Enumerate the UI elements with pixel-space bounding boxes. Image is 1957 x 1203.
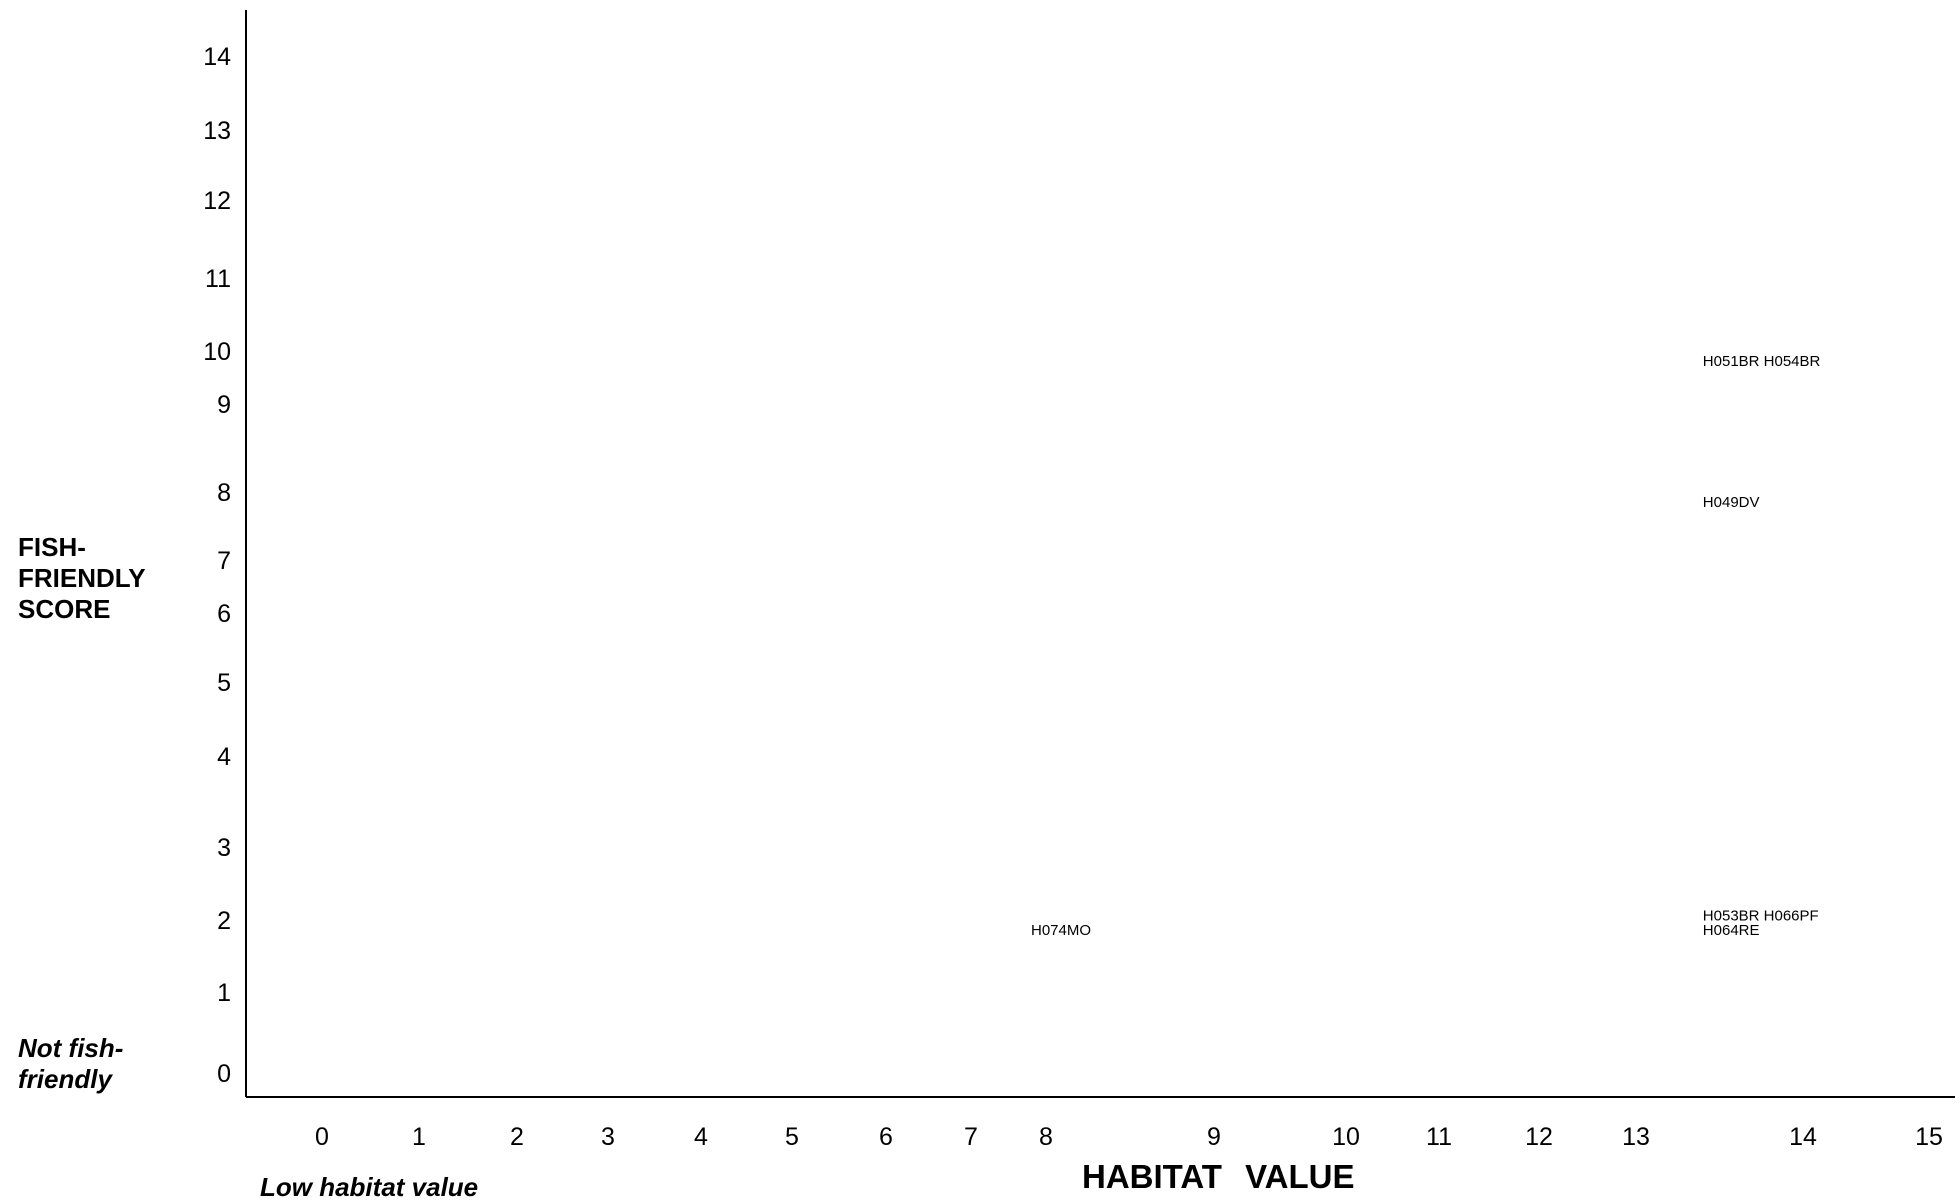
y-tick-label: 6 [217, 600, 231, 628]
y-tick-label: 11 [205, 265, 231, 293]
x-tick-label: 3 [601, 1123, 615, 1151]
y-tick-label: 13 [203, 117, 231, 145]
data-point-label: H051BR H054BR [1703, 353, 1821, 370]
y-tick-label: 9 [217, 391, 231, 419]
y-tick-label: 14 [203, 43, 231, 71]
y-tick-label: 10 [203, 338, 231, 366]
y-tick-label: 12 [203, 187, 231, 215]
x-tick-label: 8 [1039, 1123, 1053, 1151]
data-point-label: H053BR H066PF [1703, 907, 1819, 924]
x-tick-label: 1 [412, 1123, 426, 1151]
x-tick-label: 5 [785, 1123, 799, 1151]
x-tick-label: 0 [315, 1123, 329, 1151]
x-tick-label: 12 [1525, 1123, 1553, 1151]
x-tick-label: 14 [1789, 1123, 1817, 1151]
y-tick-label: 3 [217, 834, 231, 862]
y-tick-label: 5 [217, 669, 231, 697]
x-tick-label: 9 [1207, 1123, 1221, 1151]
x-tick-label: 6 [879, 1123, 893, 1151]
x-tick-label: 7 [964, 1123, 978, 1151]
x-tick-label: 11 [1426, 1123, 1452, 1151]
y-tick-label: 1 [217, 979, 231, 1007]
data-point-label: H064RE [1703, 922, 1760, 939]
y-axis-low-annotation: Not fish- friendly [18, 1033, 168, 1095]
y-axis-title-line: FRIENDLY [18, 563, 146, 593]
x-tick-label: 10 [1332, 1123, 1360, 1151]
y-axis-title-line: FISH- [18, 532, 86, 562]
x-tick-label: 4 [694, 1123, 708, 1151]
y-tick-label: 4 [217, 743, 231, 771]
x-axis-low-annotation: Low habitat value [260, 1172, 479, 1202]
y-low-annotation-line: Not fish- [18, 1033, 124, 1063]
y-tick-label: 7 [217, 547, 231, 575]
y-tick-label: 8 [217, 479, 231, 507]
x-axis-title: HABITAT VALUE [1082, 1158, 1355, 1195]
y-low-annotation-line: friendly [18, 1064, 112, 1094]
y-tick-label: 0 [217, 1060, 231, 1088]
x-tick-label: 13 [1622, 1123, 1650, 1151]
x-tick-label: 15 [1915, 1123, 1943, 1151]
y-tick-label: 2 [217, 907, 231, 935]
data-point-label: H049DV [1703, 494, 1760, 511]
y-axis-title: FISH- FRIENDLY SCORE [18, 532, 178, 625]
x-tick-label: 2 [510, 1123, 524, 1151]
y-axis-title-line: SCORE [18, 594, 111, 624]
data-point-label: H074MO [1031, 922, 1091, 939]
